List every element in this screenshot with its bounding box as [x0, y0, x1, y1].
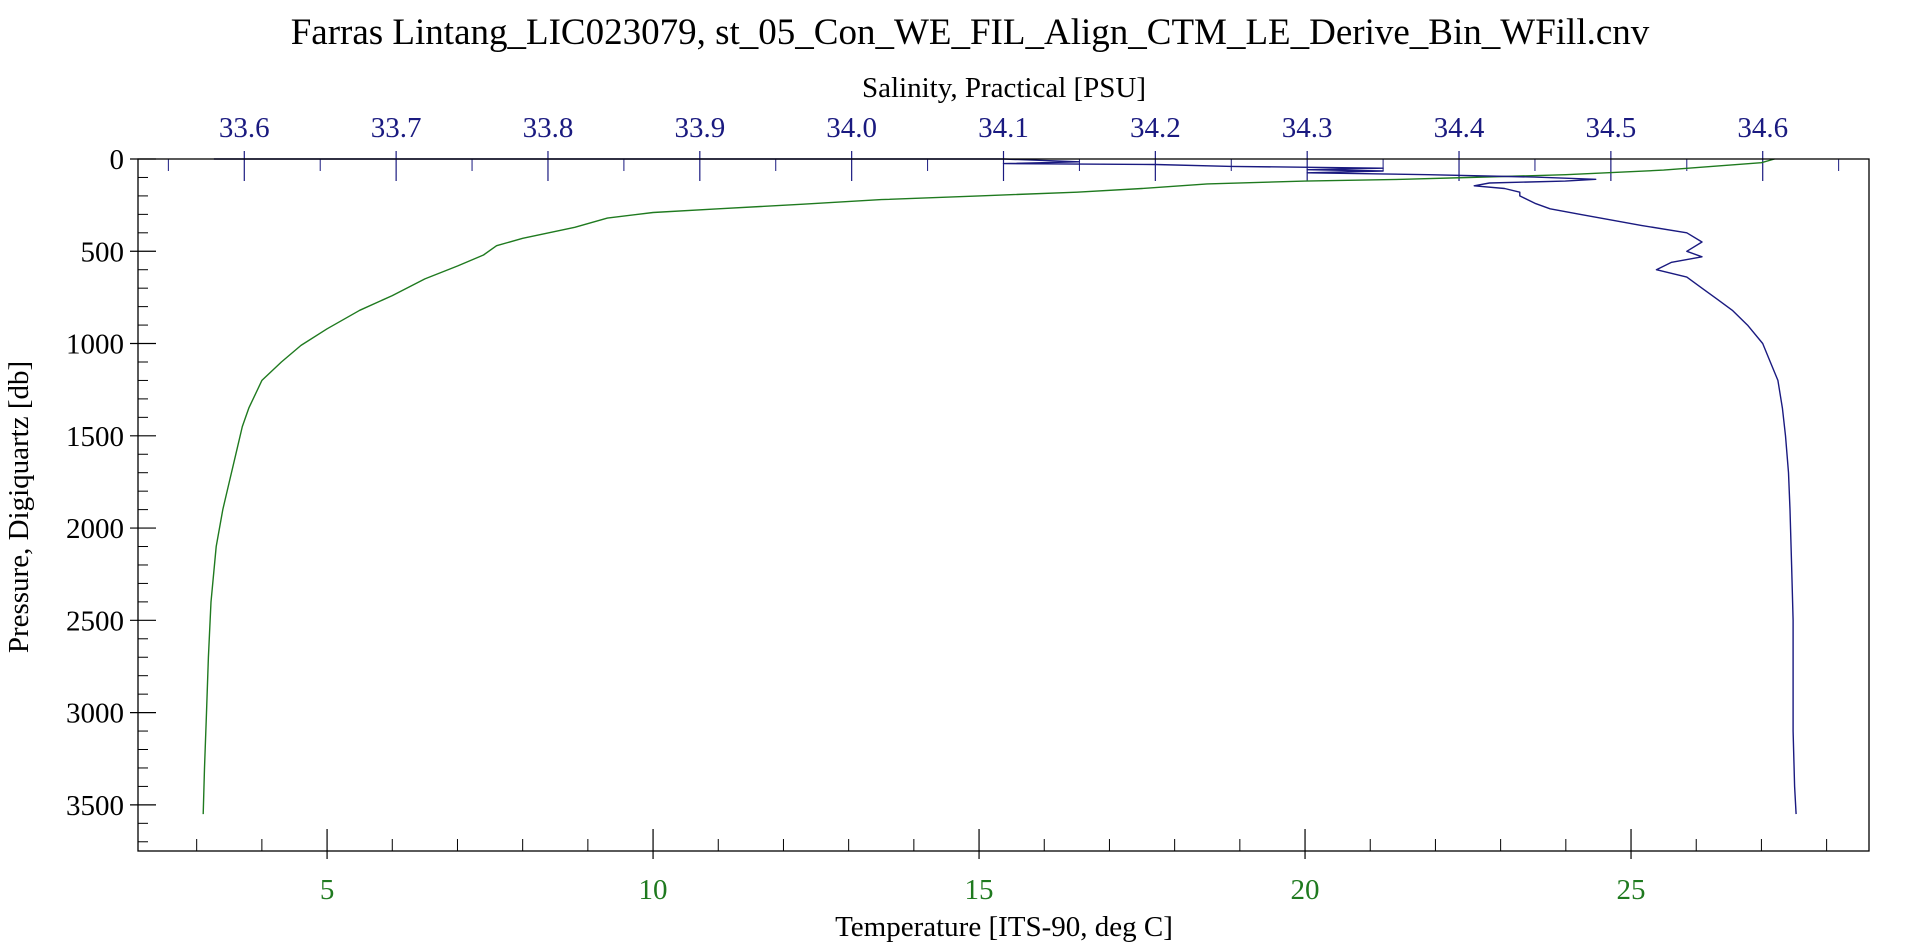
salinity-profile-line: [213, 158, 1797, 815]
salinity-tick-label: 34.6: [1737, 112, 1788, 144]
pressure-tick-label: 1000: [66, 329, 124, 361]
temperature-tick-label: 25: [1617, 874, 1646, 906]
salinity-tick-label: 34.3: [1282, 112, 1333, 144]
salinity-tick-label: 34.2: [1130, 112, 1181, 144]
temperature-tick-label: 20: [1291, 874, 1320, 906]
salinity-tick-label: 34.0: [826, 112, 877, 144]
pressure-tick-label: 1500: [66, 421, 124, 453]
temperature-profile-line: [202, 158, 1775, 815]
salinity-tick-label: 33.8: [523, 112, 574, 144]
pressure-tick-label: 3000: [66, 698, 124, 730]
temperature-tick-label: 5: [320, 874, 335, 906]
salinity-tick-label: 34.5: [1585, 112, 1636, 144]
pressure-axis-title: Pressure, Digiquartz [db]: [3, 361, 35, 653]
salinity-tick-label: 33.9: [674, 112, 725, 144]
temperature-axis-title: Temperature [ITS-90, deg C]: [835, 911, 1173, 943]
salinity-tick-label: 34.1: [978, 112, 1029, 144]
salinity-axis-title: Salinity, Practical [PSU]: [862, 72, 1146, 104]
salinity-tick-label: 33.7: [371, 112, 422, 144]
plot-frame: [137, 158, 1870, 852]
temperature-tick-label: 10: [639, 874, 668, 906]
pressure-tick-label: 0: [110, 144, 125, 176]
temperature-tick-label: 15: [965, 874, 994, 906]
chart-title: Farras Lintang_LIC023079, st_05_Con_WE_F…: [291, 12, 1650, 53]
pressure-tick-label: 3500: [66, 790, 124, 822]
axis-ticks: 0 500 1000 1500 2000 2500 3000 3500 33.6 33.7 33.8…: [66, 112, 1840, 906]
series-layer: [202, 158, 1797, 815]
salinity-tick-label: 34.4: [1434, 112, 1485, 144]
salinity-tick-label: 33.6: [219, 112, 270, 144]
pressure-tick-label: 2500: [66, 605, 124, 637]
pressure-tick-label: 2000: [66, 513, 124, 545]
pressure-tick-label: 500: [81, 236, 125, 268]
